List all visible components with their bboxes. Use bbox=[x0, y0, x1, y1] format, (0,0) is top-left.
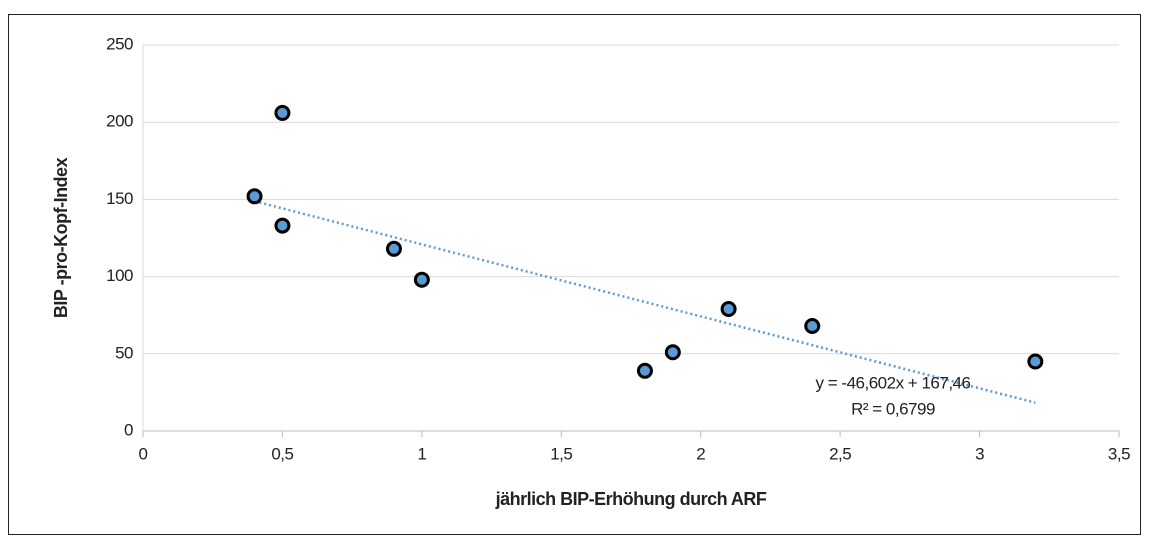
y-tick-label: 0 bbox=[124, 420, 133, 439]
scatter-point bbox=[664, 344, 681, 361]
scatter-point bbox=[804, 318, 821, 335]
x-tick-label: 1,5 bbox=[550, 444, 572, 463]
scatter-point bbox=[274, 104, 291, 121]
x-tick-label: 1 bbox=[417, 444, 426, 463]
x-tick-label: 3,5 bbox=[1108, 444, 1130, 463]
scatter-point bbox=[274, 217, 291, 234]
y-tick-label: 150 bbox=[106, 189, 133, 208]
x-tick-label: 2 bbox=[696, 444, 705, 463]
scatter-point bbox=[385, 240, 402, 257]
y-tick-label: 250 bbox=[106, 34, 133, 53]
trendline-r-squared: R² = 0,6799 bbox=[851, 399, 935, 418]
x-tick-label: 3 bbox=[975, 444, 984, 463]
scatter-point bbox=[246, 188, 263, 205]
y-tick-label: 50 bbox=[115, 343, 133, 362]
chart-frame bbox=[8, 14, 1141, 535]
scatter-point bbox=[636, 362, 653, 379]
y-tick-label: 100 bbox=[106, 266, 133, 285]
x-axis-title: jährlich BIP-Erhöhung durch ARF bbox=[495, 489, 767, 509]
y-axis-title: BIP -pro-Kopf-Index bbox=[51, 157, 71, 318]
x-tick-label: 0,5 bbox=[271, 444, 293, 463]
y-tick-label: 200 bbox=[106, 112, 133, 131]
trendline-equation: y = -46,602x + 167,46 bbox=[816, 373, 971, 392]
x-tick-label: 0 bbox=[139, 444, 148, 463]
scatter-point bbox=[413, 271, 430, 288]
x-tick-label: 2,5 bbox=[829, 444, 851, 463]
scatter-point bbox=[1027, 353, 1044, 370]
trendline bbox=[254, 200, 1036, 404]
scatter-point bbox=[720, 301, 737, 318]
